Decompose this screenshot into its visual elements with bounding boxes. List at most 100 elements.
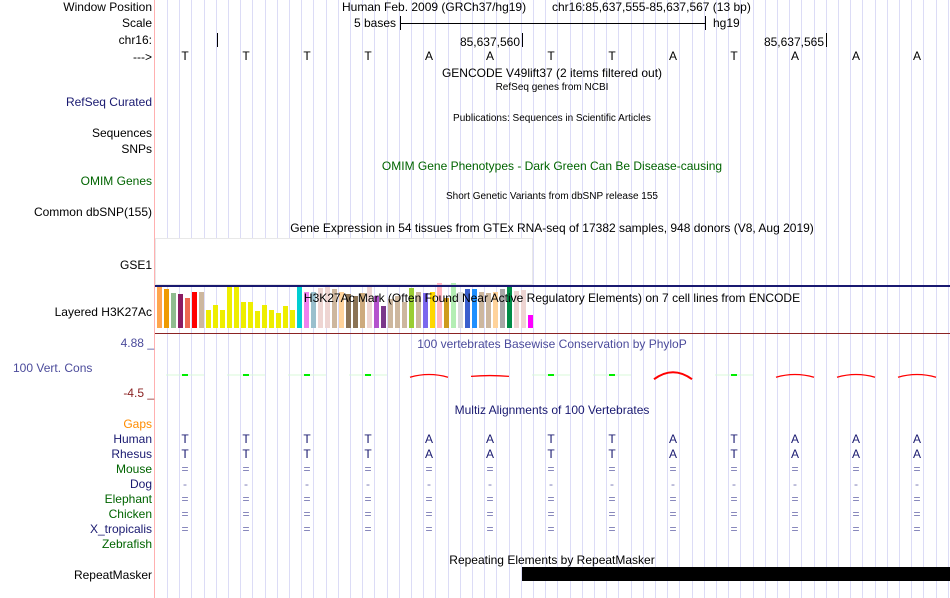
gtex-tissue-bar[interactable] [332, 289, 337, 328]
refseq-track-label[interactable]: RefSeq Curated [65, 95, 152, 109]
alignment-base: = [669, 507, 677, 521]
species-label[interactable]: Rhesus [111, 447, 152, 461]
refseq-track-title[interactable]: RefSeq genes from NCBI [495, 82, 609, 93]
gtex-tissue-bar[interactable] [521, 290, 526, 328]
gtex-tissue-bar[interactable] [311, 292, 316, 328]
omim-track-label[interactable]: OMIM Genes [80, 174, 152, 188]
gtex-tissue-bar[interactable] [353, 296, 358, 328]
grid-line [765, 0, 766, 598]
gtex-tissue-bar[interactable] [304, 292, 309, 328]
gtex-tissue-bar[interactable] [248, 302, 253, 328]
gtex-tissue-bar[interactable] [185, 298, 190, 328]
omim-track-title[interactable]: OMIM Gene Phenotypes - Dark Green Can Be… [381, 159, 723, 173]
multiz-track-title[interactable]: Multiz Alignments of 100 Vertebrates [454, 403, 650, 417]
gtex-tissue-bar[interactable] [262, 305, 267, 328]
gtex-tissue-bar[interactable] [178, 294, 183, 328]
grid-line [801, 0, 802, 598]
species-label[interactable]: Chicken [108, 507, 152, 521]
gtex-tissue-bar[interactable] [528, 315, 533, 328]
gtex-tissue-bar[interactable] [220, 310, 225, 328]
gtex-tissue-bar[interactable] [402, 302, 407, 328]
alignment-base: T [364, 447, 372, 461]
gtex-tissue-bar[interactable] [199, 292, 204, 328]
grid-line [191, 0, 192, 598]
gtex-tissue-bar[interactable] [325, 286, 330, 328]
gtex-track-title[interactable]: Gene Expression in 54 tissues from GTEx … [290, 221, 814, 235]
gtex-tissue-bar[interactable] [395, 296, 400, 328]
gtex-tissue-bar[interactable] [171, 293, 176, 328]
gtex-tissue-bar[interactable] [339, 292, 344, 328]
gtex-tissue-bar[interactable] [269, 310, 274, 328]
gtex-tissue-bar[interactable] [157, 287, 162, 328]
gtex-tissue-bar[interactable] [234, 286, 239, 328]
gencode-track-title[interactable]: GENCODE V49lift37 (2 items filtered out) [441, 66, 663, 80]
alignment-base: - [427, 477, 431, 491]
grid-line [484, 0, 485, 598]
pubs-track-label[interactable]: Sequences [91, 126, 152, 140]
gtex-tissue-bar[interactable] [276, 313, 281, 328]
species-label[interactable]: Mouse [115, 462, 152, 476]
cons-track-title[interactable]: 100 vertebrates Basewise Conservation by… [417, 337, 687, 351]
gtex-tissue-bar[interactable] [374, 296, 379, 328]
gtex-tissue-bar[interactable] [458, 292, 463, 328]
base: T [364, 49, 372, 63]
gtex-tissue-bar[interactable] [192, 292, 197, 328]
gtex-tissue-bar[interactable] [290, 310, 295, 328]
gtex-tissue-bar[interactable] [486, 293, 491, 328]
gtex-tissue-bar[interactable] [465, 289, 470, 328]
gtex-tissue-bar[interactable] [297, 287, 302, 328]
gtex-tissue-bar[interactable] [423, 293, 428, 328]
gtex-tissue-bar[interactable] [283, 306, 288, 328]
species-label[interactable]: Human [113, 432, 152, 446]
gtex-tissue-bar[interactable] [514, 291, 519, 328]
gtex-tissue-bar[interactable] [213, 305, 218, 328]
h3k27ac-track-title[interactable]: H3K27Ac Mark (Often Found Near Active Re… [303, 291, 801, 305]
dbsnp-track-label[interactable]: Common dbSNP(155) [33, 205, 152, 219]
gaps-label[interactable]: Gaps [123, 417, 152, 431]
species-label[interactable]: Elephant [104, 492, 152, 506]
h3k27ac-track-label[interactable]: Layered H3K27Ac [54, 305, 152, 319]
gtex-tissue-bar[interactable] [444, 298, 449, 328]
gtex-tissue-bar[interactable] [500, 289, 505, 328]
gtex-tissue-bar[interactable] [255, 311, 260, 328]
gtex-tissue-bar[interactable] [430, 292, 435, 328]
gtex-tissue-bar[interactable] [409, 288, 414, 328]
gtex-tissue-bar[interactable] [227, 286, 232, 328]
dbsnp-track-title[interactable]: Short Genetic Variants from dbSNP releas… [446, 191, 658, 202]
gtex-tissue-bar[interactable] [164, 289, 169, 328]
gtex-tissue-bar[interactable] [437, 283, 442, 328]
gtex-tissue-bar[interactable] [451, 283, 456, 328]
gtex-track-label[interactable]: GSE1 [119, 258, 152, 272]
species-label[interactable]: X_tropicalis [89, 522, 152, 536]
gtex-tissue-bar[interactable] [416, 292, 421, 328]
base: A [485, 49, 495, 63]
repeat-element[interactable] [522, 567, 950, 581]
snps-track-label[interactable]: SNPs [121, 142, 152, 156]
gtex-tissue-bar[interactable] [241, 302, 246, 328]
gtex-tissue-bar[interactable] [346, 294, 351, 328]
alignment-base: = [730, 522, 738, 536]
gtex-tissue-bar[interactable] [472, 289, 477, 328]
gtex-tissue-bar[interactable] [507, 285, 512, 328]
rmsk-track-title[interactable]: Repeating Elements by RepeatMasker [449, 553, 655, 567]
species-label[interactable]: Dog [129, 477, 152, 491]
conservation-plot[interactable] [0, 360, 950, 390]
position-text: chr16:85,637,555-85,637,567 (13 bp) [552, 0, 751, 14]
cons-track-label[interactable]: 100 Vert. Cons [13, 361, 93, 375]
pubs-track-title[interactable]: Publications: Sequences in Scientific Ar… [453, 113, 651, 124]
gtex-tissue-bar[interactable] [493, 292, 498, 328]
gtex-tissue-bar[interactable] [206, 310, 211, 328]
gtex-tissue-bar[interactable] [479, 292, 484, 328]
cons-max-label: 4.88 _ [120, 336, 154, 350]
grid-line [692, 0, 693, 598]
rmsk-track-label[interactable]: RepeatMasker [73, 568, 152, 582]
gtex-tissue-bar[interactable] [381, 306, 386, 328]
gtex-tissue-bar[interactable] [388, 299, 393, 328]
gtex-bar-chart[interactable] [155, 238, 533, 328]
gtex-tissue-bar[interactable] [318, 288, 323, 328]
alignment-base: = [608, 507, 616, 521]
species-label[interactable]: Zebrafish [101, 537, 152, 551]
gtex-tissue-bar[interactable] [360, 293, 365, 328]
gtex-tissue-bar[interactable] [367, 287, 372, 328]
